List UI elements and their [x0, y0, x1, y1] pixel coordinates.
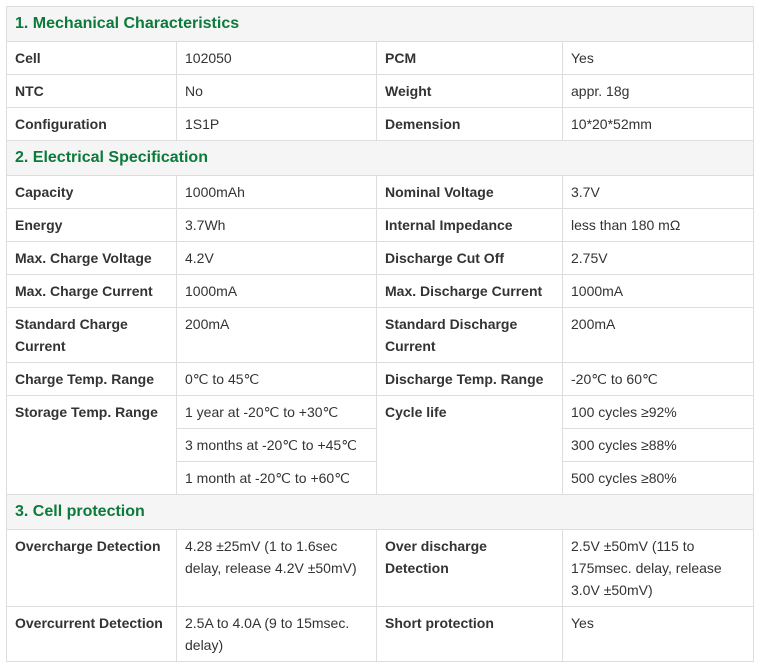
spec-row: Overcharge Detection 4.28 ±25mV (1 to 1.6…	[6, 529, 755, 607]
section-title: 1. Mechanical Characteristics	[5, 6, 755, 42]
spec-label: Overcurrent Detection	[6, 606, 177, 662]
spec-value: 1 month at -20℃ to +60℃	[176, 461, 377, 495]
spec-label: Charge Temp. Range	[6, 362, 177, 396]
spec-label: Energy	[6, 208, 177, 242]
section-title: 2. Electrical Specification	[5, 140, 755, 176]
spec-label: Max. Charge Voltage	[6, 241, 177, 275]
spec-value: 4.2V	[176, 241, 377, 275]
spec-value: 1000mA	[561, 274, 755, 308]
spec-row: Overcurrent Detection 2.5A to 4.0A (9 to …	[6, 606, 755, 662]
spec-label: Storage Temp. Range	[6, 395, 177, 495]
section-title: 3. Cell protection	[5, 494, 755, 530]
spec-row: Storage Temp. Range 1 year at -20℃ to +30…	[6, 395, 755, 495]
spec-value: 200mA	[561, 307, 755, 363]
spec-value: 500 cycles ≥80%	[561, 461, 755, 495]
spec-value: 10*20*52mm	[561, 107, 755, 141]
spec-label: Over discharge Detection	[376, 529, 563, 607]
section-header-row: 1. Mechanical Characteristics	[5, 6, 755, 42]
spec-value: -20℃ to 60℃	[561, 362, 755, 396]
spec-value: 0℃ to 45℃	[176, 362, 377, 396]
spec-row: Max. Charge Current 1000mA Max. Discharge …	[6, 274, 755, 308]
section-header-row: 3. Cell protection	[5, 494, 755, 530]
spec-label: Nominal Voltage	[376, 175, 563, 209]
spec-row: Charge Temp. Range 0℃ to 45℃ Discharge Tem…	[6, 362, 755, 396]
spec-value: appr. 18g	[561, 74, 755, 108]
spec-row: Configuration 1S1P Demension 10*20*52mm	[6, 107, 755, 141]
spec-value: 1000mAh	[176, 175, 377, 209]
spec-label: Standard Discharge Current	[376, 307, 563, 363]
spec-label: Short protection	[376, 606, 563, 662]
spec-label: NTC	[6, 74, 177, 108]
spec-value: 3.7V	[561, 175, 755, 209]
spec-row: 3 months at -20℃ to +45℃ 300 cycles ≥88%	[7, 428, 755, 462]
spec-label: Cycle life	[376, 395, 563, 495]
spec-row: Max. Charge Voltage 4.2V Discharge Cut Off…	[6, 241, 755, 275]
spec-value: 1 year at -20℃ to +30℃	[176, 395, 377, 429]
spec-row: 1 month at -20℃ to +60℃ 500 cycles ≥80%	[7, 461, 755, 495]
spec-value: 2.5V ±50mV (115 to 175msec. delay, relea…	[561, 529, 755, 607]
spec-value: 4.28 ±25mV (1 to 1.6sec delay, release 4…	[176, 529, 377, 607]
spec-table: 1. Mechanical Characteristics Cell 102050 P…	[5, 6, 755, 662]
spec-value: 1000mA	[176, 274, 377, 308]
spec-row: Cell 102050 PCM Yes	[6, 41, 755, 75]
spec-label: Standard Charge Current	[6, 307, 177, 363]
spec-value: 200mA	[176, 307, 377, 363]
spec-row: NTC No Weight appr. 18g	[6, 74, 755, 108]
spec-label: Weight	[376, 74, 563, 108]
spec-label: Overcharge Detection	[6, 529, 177, 607]
spec-label: Capacity	[6, 175, 177, 209]
spec-value: 100 cycles ≥92%	[561, 395, 755, 429]
spec-label: PCM	[376, 41, 563, 75]
spec-label: Internal Impedance	[376, 208, 563, 242]
spec-value: 3 months at -20℃ to +45℃	[176, 428, 377, 462]
spec-value: Yes	[561, 606, 755, 662]
spec-label: Discharge Temp. Range	[376, 362, 563, 396]
spec-label: Max. Discharge Current	[376, 274, 563, 308]
spec-value: 300 cycles ≥88%	[561, 428, 755, 462]
spec-value: 1S1P	[176, 107, 377, 141]
spec-body: 1. Mechanical Characteristics Cell 102050 P…	[5, 6, 755, 662]
spec-row: Standard Charge Current 200mA Standard Dis…	[6, 307, 755, 363]
section-header-row: 2. Electrical Specification	[5, 140, 755, 176]
spec-label: Configuration	[6, 107, 177, 141]
spec-value: No	[176, 74, 377, 108]
spec-label: Demension	[376, 107, 563, 141]
spec-value: 2.5A to 4.0A (9 to 15msec. delay)	[176, 606, 377, 662]
spec-value: less than 180 mΩ	[561, 208, 755, 242]
spec-value: 3.7Wh	[176, 208, 377, 242]
spec-value: 102050	[176, 41, 377, 75]
spec-label: Discharge Cut Off	[376, 241, 563, 275]
spec-value: Yes	[561, 41, 755, 75]
spec-row: Capacity 1000mAh Nominal Voltage 3.7V	[6, 175, 755, 209]
spec-value: 2.75V	[561, 241, 755, 275]
spec-row: Energy 3.7Wh Internal Impedance less than 1…	[6, 208, 755, 242]
spec-label: Cell	[6, 41, 177, 75]
spec-label: Max. Charge Current	[6, 274, 177, 308]
